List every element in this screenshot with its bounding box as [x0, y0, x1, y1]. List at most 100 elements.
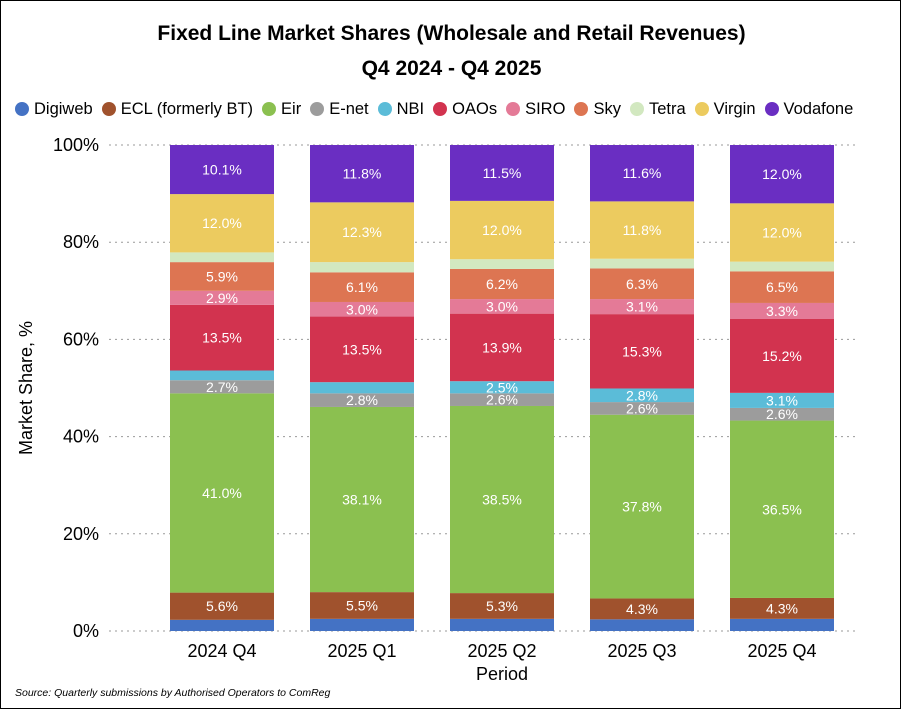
- data-label: 41.0%: [202, 485, 242, 501]
- bar-segment-eir: [730, 420, 834, 598]
- bar-segment-e-net: [730, 407, 834, 421]
- bar-segment-sky: [310, 272, 414, 302]
- legend-swatch: [764, 102, 779, 116]
- data-label: 4.3%: [766, 600, 798, 616]
- data-label: 2.6%: [626, 400, 658, 416]
- bar-segment-vodafone: [450, 145, 554, 201]
- bar-segment-digiweb: [170, 619, 274, 631]
- data-label: 12.3%: [342, 224, 382, 240]
- chart-subtitle: Q4 2024 - Q4 2025: [361, 57, 542, 80]
- data-label: 13.5%: [202, 330, 242, 346]
- data-label: 11.6%: [623, 165, 662, 181]
- data-label: 13.9%: [482, 339, 522, 355]
- data-label: 3.0%: [346, 301, 378, 317]
- data-label: 4.3%: [626, 601, 658, 617]
- data-label: 38.1%: [342, 492, 382, 508]
- legend-label: SIRO: [525, 99, 566, 118]
- legend-label: Eir: [281, 99, 302, 118]
- y-tick-label: 80%: [63, 232, 99, 252]
- data-label: 2.6%: [766, 406, 798, 422]
- legend-swatch: [101, 102, 116, 116]
- legend-item: ECL (formerly BT): [101, 99, 254, 119]
- legend-item: Sky: [574, 100, 621, 119]
- data-label: 5.3%: [486, 598, 518, 614]
- bar-segment-oaos: [590, 314, 694, 389]
- data-label: 6.1%: [346, 279, 378, 295]
- data-label: 2.6%: [486, 392, 518, 408]
- data-label: 2.8%: [346, 392, 378, 408]
- data-label: 2.5%: [486, 379, 518, 395]
- data-label: 11.8%: [343, 166, 382, 182]
- legend-item: NBI: [377, 99, 425, 119]
- bar-segment-tetra: [450, 259, 554, 269]
- data-label: 5.6%: [206, 598, 238, 614]
- bar-segment-virgin: [730, 203, 834, 262]
- bar-segment-nbi: [310, 382, 414, 394]
- legend-item: OAOs: [433, 100, 497, 119]
- x-tick-label: 2025 Q2: [467, 641, 536, 661]
- bar-segment-tetra: [730, 261, 834, 272]
- bar-segment-sky: [730, 271, 834, 303]
- bar-segment-tetra: [170, 252, 274, 263]
- legend-swatch: [262, 102, 277, 116]
- legend-label: ECL (formerly BT): [120, 99, 254, 118]
- bar-segment-e-net: [590, 402, 694, 415]
- legend-swatch: [433, 102, 448, 116]
- legend-label: NBI: [396, 99, 425, 118]
- bar-segment-ecl-formerly-bt-: [170, 592, 274, 620]
- data-label: 5.5%: [346, 597, 378, 613]
- y-axis-label: Market Share, %: [16, 321, 36, 455]
- bar-segment-nbi: [450, 381, 554, 394]
- x-tick-label: 2025 Q4: [747, 641, 816, 661]
- data-label: 6.2%: [486, 276, 518, 292]
- legend-label: Virgin: [713, 99, 756, 118]
- data-label: 12.0%: [482, 222, 522, 238]
- x-tick-label: 2025 Q3: [607, 641, 676, 661]
- bar-segment-siro: [590, 299, 694, 315]
- bar-segment-nbi: [730, 392, 834, 408]
- bar-segment-eir: [170, 393, 274, 593]
- bar-segment-oaos: [450, 313, 554, 382]
- bar-segment-digiweb: [730, 618, 834, 631]
- data-label: 3.0%: [486, 298, 518, 314]
- bar-segment-digiweb: [310, 618, 414, 631]
- source-note: Source: Quarterly submissions by Authori…: [15, 687, 331, 699]
- bar-segment-tetra: [590, 258, 694, 269]
- legend-label: Sky: [593, 99, 621, 118]
- chart-title: Fixed Line Market Shares (Wholesale and …: [157, 22, 746, 45]
- data-label: 3.1%: [626, 299, 658, 315]
- data-label: 12.0%: [202, 215, 242, 231]
- legend-swatch: [629, 102, 644, 116]
- data-label: 2.8%: [626, 387, 658, 403]
- legend-swatch: [310, 102, 325, 116]
- bar-segment-ecl-formerly-bt-: [730, 597, 834, 619]
- legend-swatch: [574, 102, 589, 116]
- bar-segment-digiweb: [450, 618, 554, 631]
- data-label: 6.5%: [766, 279, 798, 295]
- bar-segment-oaos: [730, 318, 834, 393]
- data-label: 5.9%: [206, 268, 238, 284]
- legend-swatch: [694, 102, 709, 116]
- y-tick-label: 20%: [63, 524, 99, 544]
- data-label: 6.3%: [626, 276, 658, 292]
- bar-segment-tetra: [310, 262, 414, 273]
- legend-label: OAOs: [452, 99, 498, 118]
- bar-segment-vodafone: [730, 145, 834, 204]
- bar-segment-oaos: [170, 304, 274, 371]
- data-label: 2.7%: [206, 379, 238, 395]
- data-label: 3.1%: [766, 392, 798, 408]
- data-label: 15.2%: [762, 348, 802, 364]
- x-tick-label: 2024 Q4: [187, 641, 256, 661]
- data-label: 37.8%: [622, 499, 662, 515]
- bar-segment-e-net: [450, 393, 554, 406]
- legend-label: E-net: [329, 99, 369, 118]
- legend-label: Vodafone: [783, 99, 854, 118]
- data-label: 10.1%: [202, 162, 242, 178]
- legend-item: E-net: [310, 99, 369, 119]
- bar-segment-sky: [450, 268, 554, 300]
- bar-segment-virgin: [170, 194, 274, 253]
- y-tick-label: 100%: [53, 135, 99, 155]
- bar-segment-nbi: [590, 388, 694, 403]
